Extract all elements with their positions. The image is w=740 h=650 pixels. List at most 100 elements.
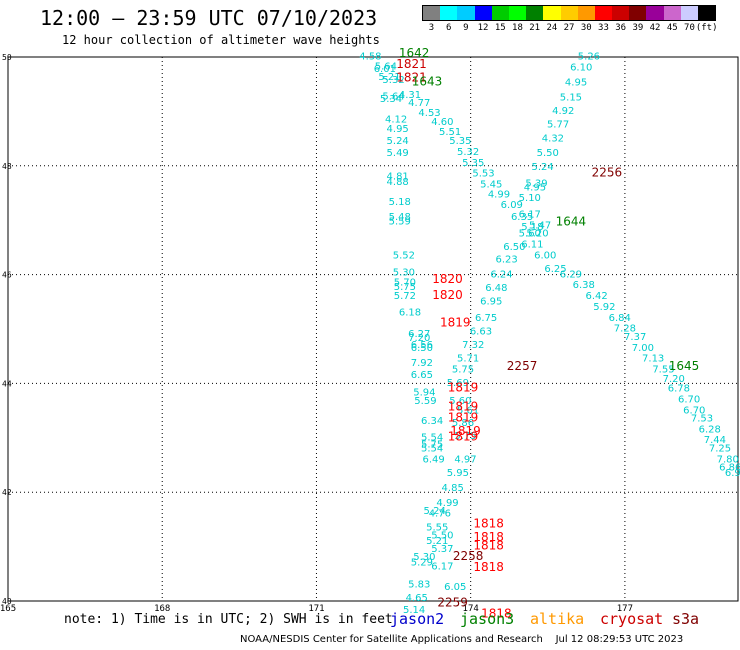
wave-height-label: 6.28: [699, 424, 721, 435]
pass-time-label: 2257: [507, 359, 538, 373]
wave-height-label: 5.83: [408, 579, 430, 590]
wave-height-label: 5.59: [389, 217, 411, 228]
wave-height-label: 7.20: [408, 333, 430, 344]
pass-time-label: 2256: [592, 166, 623, 180]
wave-height-label: 7.00: [632, 343, 654, 354]
wave-height-label: 6.70: [678, 394, 700, 405]
legend-label: (ft): [695, 23, 718, 33]
wave-height-label: 5.24: [387, 136, 409, 147]
wave-height-label: 5.70: [394, 277, 416, 288]
wave-height-label: 5.72: [394, 291, 416, 302]
wave-height-label: 6.63: [470, 326, 492, 337]
lon-tick-label: 174: [463, 604, 479, 614]
wave-height-label: 5.75: [452, 365, 474, 376]
wave-height-label: 4.95: [524, 182, 546, 193]
wave-height-label: 4.32: [542, 133, 564, 144]
wave-height-label: 4.88: [387, 177, 409, 188]
wave-height-label: 5.75: [394, 282, 416, 293]
color-legend: 3 6 9 12 15 18 21 24 27 30 33 36 39 42 45 70 (ft): [422, 5, 718, 33]
legend-swatch: [508, 6, 527, 20]
pass-time-label: 1819: [448, 410, 479, 424]
wave-height-label: 5.34: [380, 94, 402, 105]
wave-height-label: 4.95: [565, 77, 587, 88]
wave-height-label: 5.32: [457, 147, 479, 158]
legend-swatch: [698, 6, 716, 20]
satellite-name: s3a: [672, 610, 700, 628]
legend-label: 18: [512, 23, 523, 33]
wave-height-label: 4.31: [399, 90, 421, 101]
legend-color-bar: [422, 5, 717, 21]
wave-height-label: 6.00: [534, 250, 556, 261]
wave-height-label: 5.51: [439, 127, 461, 138]
wave-height-label: 5.24: [532, 162, 554, 173]
wave-height-label: 5.30: [393, 268, 415, 279]
wave-height-label: 6.01: [374, 64, 396, 75]
lat-tick-label: 42: [2, 488, 12, 497]
wave-height-label: 4.65: [406, 593, 428, 604]
pass-time-label: 1818: [473, 517, 504, 531]
legend-swatch: [646, 6, 664, 20]
wave-height-label: 5.54: [421, 433, 443, 444]
pass-time-label: 1819: [448, 381, 479, 395]
legend-label: 27: [563, 23, 575, 33]
legend-label: 21: [529, 23, 541, 33]
legend-swatch: [491, 6, 509, 20]
wave-height-label: 6.38: [573, 280, 595, 291]
wave-height-label: 7.28: [614, 324, 636, 335]
wave-height-label: 6.05: [444, 582, 466, 593]
legend-swatch: [526, 6, 544, 20]
pass-time-label: 1818: [473, 560, 504, 574]
pass-time-label: 1644: [556, 215, 587, 229]
wave-height-label: 5.60: [449, 396, 471, 407]
wave-height-label: 4.92: [552, 106, 574, 117]
wave-height-label: 4.58: [359, 52, 381, 63]
legend-swatch: [543, 6, 561, 20]
wave-height-label: 6.86: [719, 462, 740, 473]
wave-height-label: 6.17: [431, 561, 453, 572]
wave-height-label: 6.75: [475, 313, 497, 324]
legend-label: 33: [598, 23, 609, 33]
legend-label: 6: [445, 23, 452, 33]
lat-tick-label: 40: [2, 597, 12, 606]
wave-height-label: 5.64: [382, 91, 404, 102]
legend-label: 39: [632, 23, 644, 33]
legend-swatch: [612, 6, 630, 20]
lat-tick-label: 50: [2, 53, 12, 62]
wave-height-label: 5.21: [378, 72, 400, 83]
pass-time-label: 1819: [448, 400, 479, 414]
legend-swatch: [680, 6, 698, 20]
wave-height-label: 5.14: [403, 605, 425, 616]
wave-height-label: 5.21: [426, 536, 448, 547]
pass-time-label: 2259: [437, 595, 468, 609]
wave-height-label: 5.95: [447, 468, 469, 479]
legend-labels: 3 6 9 12 15 18 21 24 27 30 33 36 39 42 45 70 (ft): [422, 21, 718, 33]
wave-height-label: 4.76: [429, 509, 451, 520]
pass-time-label: 1820: [432, 288, 463, 302]
wave-height-label: 5.15: [560, 93, 582, 104]
wave-height-label: 7.32: [462, 340, 484, 351]
wave-height-label: 5.18: [389, 197, 411, 208]
pass-time-label: 1820: [432, 272, 463, 286]
wave-height-label: 5.69: [447, 378, 469, 389]
footer-credit: NOAA/NESDIS Center for Satellite Applica…: [240, 634, 684, 645]
wave-height-label: 5.30: [413, 552, 435, 563]
wave-height-label: 5.26: [578, 52, 600, 63]
satellite-name: cryosat: [600, 610, 664, 628]
pass-time-label: 1642: [399, 46, 430, 60]
wave-height-label: 6.09: [501, 200, 523, 211]
wave-height-label: 5.61: [457, 405, 479, 416]
wave-height-label: 5.75: [454, 431, 476, 442]
legend-swatch: [474, 6, 492, 20]
wave-height-label: 5.94: [413, 387, 435, 398]
wave-height-label: 5.54: [421, 443, 443, 454]
legend-swatch: [457, 6, 475, 20]
wave-height-label: 6.78: [668, 384, 690, 395]
wave-height-label: 6.50: [503, 242, 525, 253]
lat-tick-label: 46: [2, 271, 12, 280]
legend-label: 42: [649, 23, 661, 33]
wave-height-label: 5.49: [387, 148, 409, 159]
wave-height-label: 6.65: [411, 370, 433, 381]
wave-height-label: 6.95: [480, 297, 502, 308]
wave-height-label: 5.86: [452, 418, 474, 429]
